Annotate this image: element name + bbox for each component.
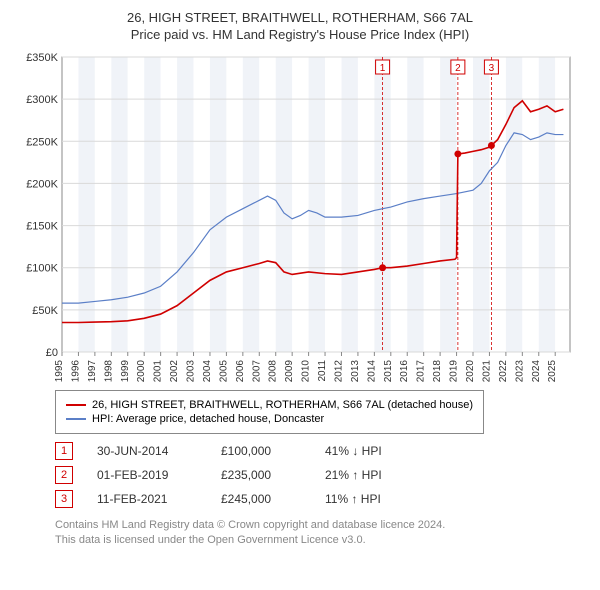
sale-date: 11-FEB-2021 (97, 492, 197, 506)
sale-row: 2 01-FEB-2019 £235,000 21% ↑ HPI (55, 466, 585, 484)
svg-text:2025: 2025 (547, 360, 558, 382)
svg-text:2014: 2014 (366, 360, 377, 382)
svg-text:1995: 1995 (54, 360, 65, 382)
svg-text:1996: 1996 (70, 360, 81, 382)
legend-item-property: 26, HIGH STREET, BRAITHWELL, ROTHERHAM, … (66, 399, 473, 411)
sale-price: £245,000 (221, 492, 301, 506)
svg-text:2019: 2019 (449, 360, 460, 382)
svg-text:£150K: £150K (26, 221, 58, 233)
sale-price: £100,000 (221, 444, 301, 458)
svg-text:2006: 2006 (235, 360, 246, 382)
legend-box: 26, HIGH STREET, BRAITHWELL, ROTHERHAM, … (55, 390, 484, 434)
footer-line1: Contains HM Land Registry data © Crown c… (55, 518, 585, 533)
svg-text:1997: 1997 (87, 360, 98, 382)
svg-text:£200K: £200K (26, 178, 58, 190)
svg-text:3: 3 (489, 63, 495, 74)
svg-text:2023: 2023 (514, 360, 525, 382)
sales-list: 1 30-JUN-2014 £100,000 41% ↓ HPI 2 01-FEB-201… (15, 442, 585, 508)
svg-text:£350K: £350K (26, 52, 58, 64)
svg-text:2002: 2002 (169, 360, 180, 382)
legend-label-hpi: HPI: Average price, detached house, Donc… (92, 413, 324, 425)
svg-text:2007: 2007 (251, 360, 262, 382)
legend-label-property: 26, HIGH STREET, BRAITHWELL, ROTHERHAM, … (92, 399, 473, 411)
sale-row: 3 11-FEB-2021 £245,000 11% ↑ HPI (55, 490, 585, 508)
svg-text:2: 2 (455, 63, 461, 74)
sale-price: £235,000 (221, 468, 301, 482)
svg-text:2024: 2024 (531, 360, 542, 382)
sale-badge: 3 (55, 490, 73, 508)
chart-container: 26, HIGH STREET, BRAITHWELL, ROTHERHAM, … (0, 0, 600, 559)
sale-pct: 11% ↑ HPI (325, 492, 445, 506)
legend-swatch-hpi (66, 418, 86, 420)
svg-text:1998: 1998 (103, 360, 114, 382)
svg-text:2008: 2008 (268, 360, 279, 382)
svg-text:£100K: £100K (26, 263, 58, 275)
svg-text:2001: 2001 (153, 360, 164, 382)
svg-text:£50K: £50K (32, 305, 58, 317)
svg-text:2013: 2013 (350, 360, 361, 382)
sale-badge: 1 (55, 442, 73, 460)
svg-text:2017: 2017 (416, 360, 427, 382)
svg-text:2005: 2005 (218, 360, 229, 382)
chart-area: £0 £50K £100K £150K £200K £250K £300K £350K 1995… (20, 52, 580, 382)
line-chart-svg: £0 £50K £100K £150K £200K £250K £300K £350K 1995… (20, 52, 580, 382)
sale-row: 1 30-JUN-2014 £100,000 41% ↓ HPI (55, 442, 585, 460)
svg-text:2020: 2020 (465, 360, 476, 382)
legend-item-hpi: HPI: Average price, detached house, Donc… (66, 413, 473, 425)
svg-text:£0: £0 (46, 347, 58, 359)
svg-text:2010: 2010 (301, 360, 312, 382)
sale-pct: 41% ↓ HPI (325, 444, 445, 458)
svg-text:2000: 2000 (136, 360, 147, 382)
sale-date: 01-FEB-2019 (97, 468, 197, 482)
svg-text:2003: 2003 (186, 360, 197, 382)
sale-badge: 2 (55, 466, 73, 484)
title-subtitle: Price paid vs. HM Land Registry's House … (15, 27, 585, 42)
svg-text:2016: 2016 (399, 360, 410, 382)
svg-text:£250K: £250K (26, 136, 58, 148)
svg-text:£300K: £300K (26, 94, 58, 106)
title-address: 26, HIGH STREET, BRAITHWELL, ROTHERHAM, … (15, 10, 585, 25)
svg-text:1999: 1999 (120, 360, 131, 382)
svg-text:2011: 2011 (317, 360, 328, 382)
svg-text:1: 1 (380, 63, 386, 74)
svg-text:2021: 2021 (481, 360, 492, 382)
legend-swatch-property (66, 404, 86, 406)
sale-date: 30-JUN-2014 (97, 444, 197, 458)
svg-text:2012: 2012 (333, 360, 344, 382)
svg-text:2009: 2009 (284, 360, 295, 382)
svg-text:2015: 2015 (383, 360, 394, 382)
footer-line2: This data is licensed under the Open Gov… (55, 533, 585, 548)
svg-text:2022: 2022 (498, 360, 509, 382)
sale-pct: 21% ↑ HPI (325, 468, 445, 482)
svg-text:2004: 2004 (202, 360, 213, 382)
svg-text:2018: 2018 (432, 360, 443, 382)
footer-attribution: Contains HM Land Registry data © Crown c… (55, 518, 585, 549)
